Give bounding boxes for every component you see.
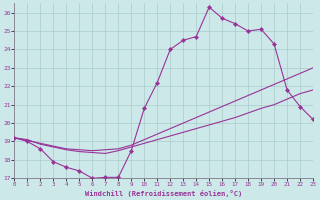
X-axis label: Windchill (Refroidissement éolien,°C): Windchill (Refroidissement éolien,°C) [85, 190, 242, 197]
